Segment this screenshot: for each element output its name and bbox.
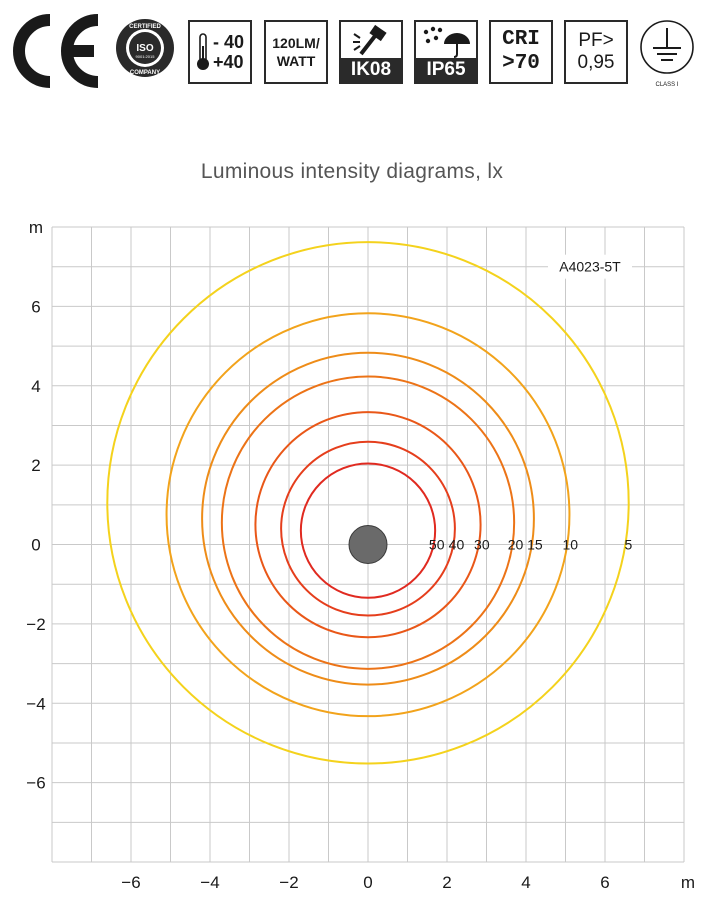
- impact-rating-text: IK08: [341, 58, 401, 82]
- x-tick-label: 0: [363, 873, 372, 892]
- temperature-range-badge: - 40 +40: [188, 20, 252, 84]
- svg-text:ISO: ISO: [136, 43, 153, 54]
- power-factor-line2: 0,95: [577, 52, 615, 73]
- lux-label-10: 10: [562, 537, 578, 553]
- y-tick-label: 6: [31, 297, 40, 316]
- temperature-min: - 40: [213, 32, 245, 52]
- cri-line1: CRI: [502, 28, 540, 51]
- model-tag: A4023-5T: [548, 254, 632, 279]
- lux-label-40: 40: [449, 537, 465, 553]
- iso-certified-badge: CERTIFIED ISO 9001:2015 COMPANY: [115, 18, 175, 78]
- chart-title: Luminous intensity diagrams, lx: [200, 160, 504, 183]
- lux-label-30: 30: [474, 537, 490, 553]
- y-tick-label: −2: [26, 615, 45, 634]
- luminaire-marker: [348, 525, 388, 564]
- y-tick-label: 2: [31, 456, 40, 475]
- cri-line2: >70: [502, 52, 540, 75]
- isolux-ring-30: [254, 411, 482, 639]
- isolux-ring-10: [165, 312, 571, 718]
- y-tick-label: 0: [31, 536, 40, 555]
- ground-symbol-icon: CLASS I: [640, 20, 694, 88]
- lux-label-5: 5: [624, 537, 632, 553]
- svg-text:COMPANY: COMPANY: [130, 70, 160, 76]
- model-label: A4023-5T: [559, 259, 621, 275]
- x-unit-label: m: [681, 873, 695, 892]
- isolux-ring-15: [201, 351, 535, 686]
- x-tick-label: −4: [200, 873, 219, 892]
- rain-umbrella-icon: [423, 26, 470, 58]
- power-factor-line1: PF>: [578, 30, 614, 51]
- power-factor-badge: PF> 0,95: [564, 20, 628, 84]
- x-tick-label: −6: [121, 873, 140, 892]
- temperature-max: +40: [213, 52, 244, 72]
- svg-text:9001:2015: 9001:2015: [136, 54, 156, 59]
- isolux-ring-5: [106, 241, 630, 765]
- lux-label-20: 20: [508, 537, 524, 553]
- x-tick-label: 4: [521, 873, 530, 892]
- isolux-rings: [106, 241, 630, 765]
- cri-badge: CRI >70: [489, 20, 553, 84]
- y-tick-label: 4: [31, 377, 40, 396]
- y-tick-label: −4: [26, 694, 45, 713]
- isolux-ring-20: [220, 375, 516, 670]
- y-tick-label: −6: [26, 774, 45, 793]
- lux-labels: 50 40 30 20 15 10 5: [429, 537, 633, 553]
- svg-text:CLASS I: CLASS I: [655, 82, 678, 88]
- svg-text:CERTIFIED: CERTIFIED: [129, 24, 161, 30]
- efficacy-badge: 120LM/ WATT: [264, 20, 328, 84]
- impact-rating-badge: IK08: [339, 20, 403, 84]
- certification-icons-row: CE CERTIFIED ISO 9001:2015 COMPANY - 40 …: [0, 0, 704, 100]
- ce-mark-icon: CE: [12, 12, 106, 90]
- y-unit-label: m: [29, 218, 43, 237]
- thermometer-icon: [197, 33, 209, 70]
- hammer-icon: [353, 24, 387, 56]
- ingress-protection-badge: IP65: [414, 20, 478, 84]
- lux-label-15: 15: [527, 537, 543, 553]
- isolux-ring-50: [299, 462, 437, 599]
- protection-class-badge: CLASS I: [638, 20, 696, 90]
- ingress-protection-text: IP65: [416, 58, 476, 82]
- x-tick-label: 6: [600, 873, 609, 892]
- isolux-ring-40: [280, 440, 456, 617]
- lux-label-50: 50: [429, 537, 445, 553]
- efficacy-line2: WATT: [276, 53, 316, 69]
- efficacy-line1: 120LM/: [272, 35, 320, 51]
- x-tick-label: 2: [442, 873, 451, 892]
- x-tick-label: −2: [279, 873, 298, 892]
- chart-grid: [51, 226, 685, 863]
